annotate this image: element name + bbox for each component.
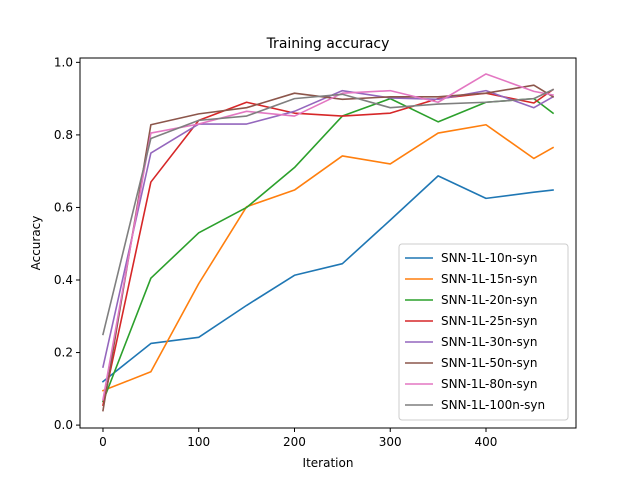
y-tick-label-4: 0.8 xyxy=(54,128,73,142)
legend-box xyxy=(398,243,569,421)
y-axis-ticks: 0.0 0.2 0.4 0.6 0.8 1.0 xyxy=(54,55,80,432)
y-tick-label-1: 0.2 xyxy=(54,346,73,360)
plot-area: 0 100 200 300 400 0.0 0.2 0.4 0.6 0.8 1.0 xyxy=(54,55,577,449)
y-tick-label-0: 0.0 xyxy=(54,418,73,432)
x-tick-label-0: 0 xyxy=(99,435,107,449)
axes-frame xyxy=(79,57,577,429)
x-tick-label-1: 100 xyxy=(187,435,210,449)
legend-label-1: SNN-1L-15n-syn xyxy=(441,272,538,286)
series-lines xyxy=(101,73,555,412)
x-axis-ticks: 0 100 200 300 400 xyxy=(99,428,497,449)
legend-label-4: SNN-1L-30n-syn xyxy=(441,335,538,349)
y-tick-label-3: 0.6 xyxy=(54,200,73,214)
y-tick-label-2: 0.4 xyxy=(54,273,73,287)
series-line-7 xyxy=(102,88,555,336)
legend-label-6: SNN-1L-80n-syn xyxy=(441,377,538,391)
chart-title: Training accuracy xyxy=(266,36,390,52)
x-axis-label: Iteration xyxy=(303,456,354,470)
x-tick-label-3: 300 xyxy=(379,435,402,449)
legend-label-5: SNN-1L-50n-syn xyxy=(441,356,538,370)
series-line-1 xyxy=(101,123,555,392)
legend: SNN-1L-10n-syn SNN-1L-15n-syn SNN-1L-20n-s… xyxy=(398,243,569,421)
y-axis-label: Accuracy xyxy=(29,216,43,271)
legend-label-0: SNN-1L-10n-syn xyxy=(441,251,538,265)
x-tick-label-4: 400 xyxy=(475,435,498,449)
x-tick-label-2: 200 xyxy=(283,435,306,449)
y-tick-label-5: 1.0 xyxy=(54,55,73,69)
series-line-5 xyxy=(102,84,555,412)
series-line-4 xyxy=(102,89,555,369)
legend-label-2: SNN-1L-20n-syn xyxy=(441,293,538,307)
series-line-0 xyxy=(101,175,554,383)
legend-label-7: SNN-1L-100n-syn xyxy=(441,398,545,412)
legend-label-3: SNN-1L-25n-syn xyxy=(441,314,538,328)
